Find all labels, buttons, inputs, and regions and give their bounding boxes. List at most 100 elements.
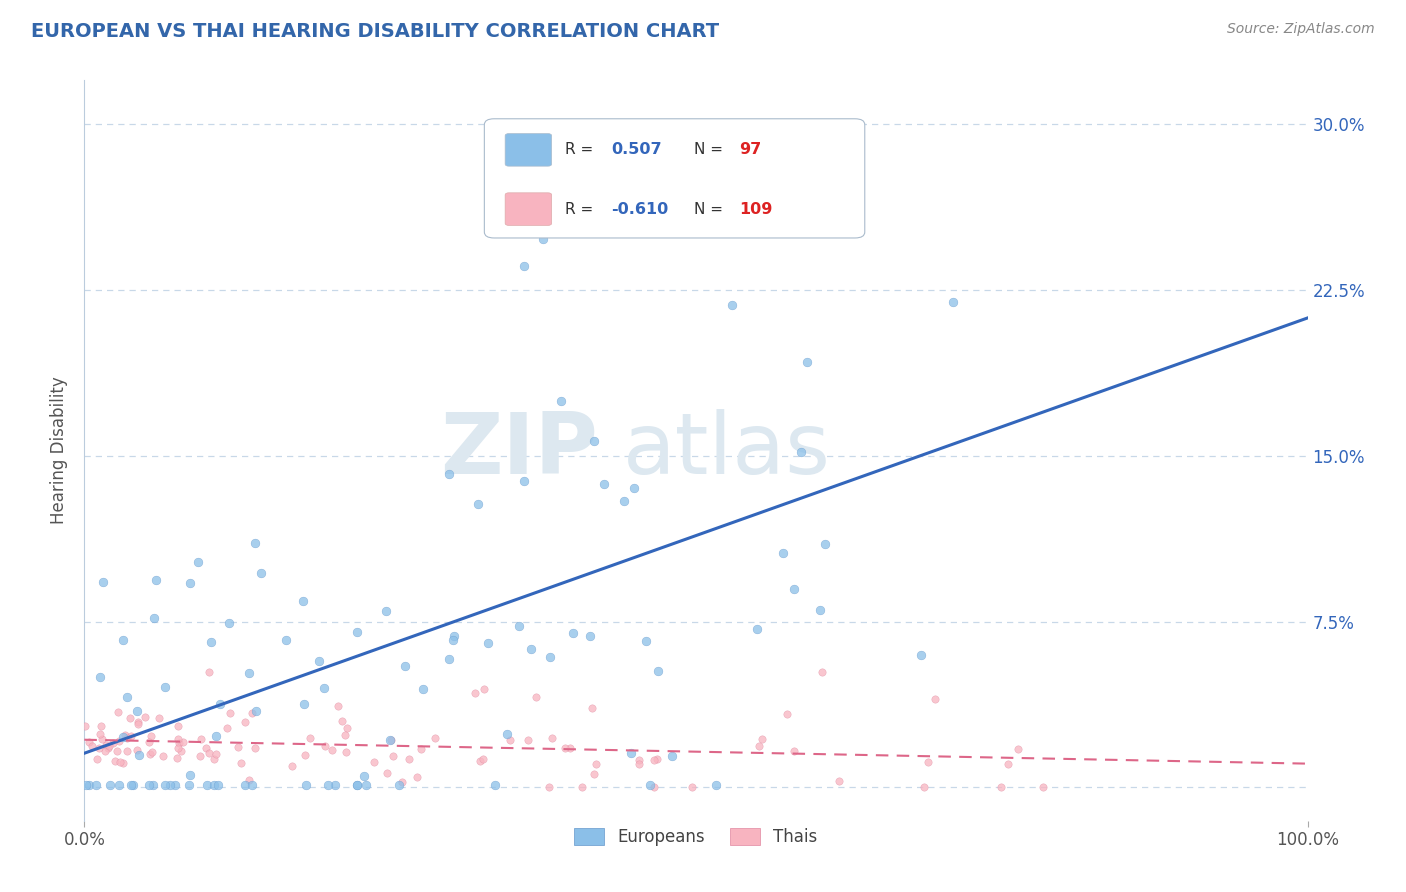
Point — [197, 665, 219, 679]
Point — [77, 778, 100, 792]
Point — [82, 739, 104, 753]
Point — [172, 734, 194, 748]
Point — [84, 778, 107, 792]
Point — [245, 536, 267, 550]
Point — [155, 778, 177, 792]
Point — [198, 746, 221, 760]
Point — [134, 710, 156, 724]
Text: N =: N = — [693, 202, 723, 217]
Point — [751, 731, 773, 746]
Point — [464, 686, 486, 700]
Point — [620, 746, 643, 760]
Point — [291, 593, 314, 607]
Point — [524, 690, 547, 705]
Text: ZIP: ZIP — [440, 409, 598, 492]
Point — [647, 665, 669, 679]
Point — [97, 740, 120, 755]
Point — [745, 622, 768, 636]
Point — [233, 778, 256, 792]
Point — [179, 768, 201, 782]
FancyBboxPatch shape — [484, 119, 865, 238]
Point — [328, 699, 350, 714]
Point — [200, 635, 222, 649]
Point — [335, 745, 357, 759]
Point — [912, 780, 935, 795]
Point — [122, 778, 145, 792]
Point — [513, 259, 536, 273]
Point — [89, 741, 111, 756]
Point — [167, 732, 190, 747]
Point — [89, 727, 111, 741]
Point — [105, 744, 128, 758]
Point — [623, 481, 645, 495]
Text: Source: ZipAtlas.com: Source: ZipAtlas.com — [1227, 22, 1375, 37]
Point — [356, 778, 378, 792]
Point — [439, 652, 461, 666]
Point — [613, 494, 636, 508]
Point — [531, 232, 554, 246]
Point — [628, 753, 651, 767]
Point — [138, 747, 160, 762]
Point — [537, 780, 560, 795]
Point — [159, 778, 181, 792]
Point — [917, 755, 939, 769]
Point — [118, 711, 141, 725]
Point — [142, 778, 165, 792]
Point — [218, 615, 240, 630]
Point — [321, 742, 343, 756]
Point — [997, 756, 1019, 771]
Point — [661, 748, 683, 763]
Point — [295, 778, 318, 792]
Point — [155, 681, 177, 695]
Point — [98, 778, 121, 792]
Point — [142, 611, 165, 625]
Point — [942, 295, 965, 310]
Point — [346, 778, 368, 792]
Text: EUROPEAN VS THAI HEARING DISABILITY CORRELATION CHART: EUROPEAN VS THAI HEARING DISABILITY CORR… — [31, 22, 718, 41]
Point — [226, 739, 249, 754]
Point — [179, 575, 201, 590]
Point — [375, 766, 398, 780]
Point — [374, 604, 396, 618]
Point — [93, 744, 115, 758]
Point — [517, 733, 540, 747]
Point — [330, 714, 353, 728]
Point — [104, 754, 127, 768]
Point — [513, 474, 536, 488]
Point — [141, 745, 163, 759]
Point — [353, 769, 375, 783]
Point — [520, 641, 543, 656]
Point — [796, 355, 818, 369]
Text: R =: R = — [565, 143, 593, 157]
Point — [188, 748, 211, 763]
Point — [790, 444, 813, 458]
Point — [308, 654, 330, 668]
Point — [117, 744, 139, 758]
Point — [638, 778, 661, 792]
Point — [1032, 780, 1054, 795]
Point — [240, 778, 263, 792]
Point — [387, 778, 409, 792]
Point — [441, 632, 464, 647]
Point — [336, 721, 359, 735]
Point — [363, 756, 385, 770]
Point — [204, 747, 226, 761]
Point — [195, 778, 218, 792]
Point — [127, 714, 149, 729]
Point — [204, 729, 226, 743]
Point — [630, 207, 652, 221]
Point — [111, 632, 134, 647]
Point — [443, 629, 465, 643]
Point — [166, 719, 188, 733]
Point — [582, 767, 605, 781]
Point — [316, 778, 339, 792]
Point — [120, 730, 142, 744]
Point — [217, 721, 239, 735]
Point — [627, 756, 650, 771]
Point — [94, 738, 117, 752]
Point — [167, 736, 190, 750]
Point — [281, 758, 304, 772]
Point — [581, 701, 603, 715]
Point — [472, 751, 495, 765]
Point — [115, 690, 138, 704]
